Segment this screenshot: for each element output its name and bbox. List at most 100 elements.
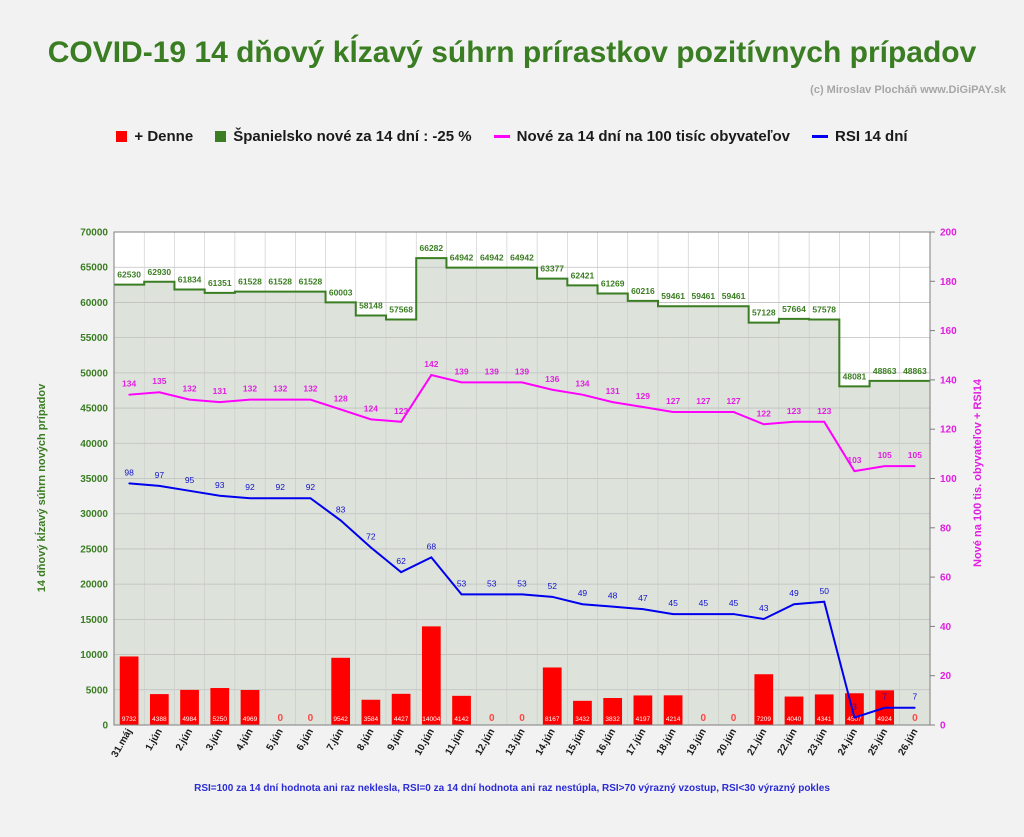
bar-daily: [119, 656, 139, 725]
point-rsi: [188, 490, 191, 492]
point-per100k: [158, 391, 161, 394]
data-label-rsi: 93: [215, 480, 225, 490]
y-tick-left: 70000: [80, 228, 108, 239]
point-per100k: [490, 381, 493, 384]
data-label-rsi: 7: [882, 692, 887, 702]
point-rsi: [883, 706, 886, 709]
legend-item-per100k: Nové za 14 dní na 100 tisíc obyvateľov: [493, 128, 790, 145]
bar-daily: [603, 698, 623, 725]
y-tick-left: 10000: [80, 650, 108, 661]
point-per100k: [823, 421, 826, 423]
bar-daily: [573, 700, 592, 725]
point-per100k: [914, 465, 916, 467]
point-rsi: [430, 556, 433, 559]
bar-label: 9732: [122, 716, 137, 723]
x-tick-label: 7.jún: [325, 727, 346, 753]
y-tick-right: 0: [940, 721, 946, 732]
data-label-per100k: 127: [666, 396, 680, 406]
x-tick-label: 15.jún: [564, 727, 588, 758]
x-tick-label: 23.jún: [806, 727, 830, 758]
data-label-rsi: 83: [336, 504, 346, 514]
data-label-rsi: 97: [155, 470, 165, 480]
data-label-rsi: 53: [487, 578, 497, 588]
data-label-14day-total: 57568: [389, 305, 413, 315]
x-tick-label: 18.jún: [655, 727, 679, 758]
x-tick-label: 25.jún: [866, 727, 890, 758]
x-tick-label: 11.jún: [443, 727, 467, 757]
bar-label: 0: [489, 713, 495, 724]
x-tick-label: 8.jún: [355, 727, 376, 753]
point-rsi: [249, 497, 251, 500]
bar-label: 0: [308, 713, 314, 724]
point-per100k: [309, 398, 312, 401]
line-14day-total: [114, 257, 930, 388]
point-per100k: [551, 388, 554, 391]
point-rsi: [400, 571, 402, 573]
bar-label: 4924: [877, 716, 892, 723]
x-tick-label: 20.jún: [715, 727, 739, 758]
data-label-14day-total: 57128: [752, 308, 776, 318]
data-label-14day-total: 64942: [450, 253, 474, 263]
data-label-14day-total: 61528: [238, 277, 262, 287]
bar-label: 4142: [454, 716, 469, 723]
bar-label: 4388: [152, 716, 167, 723]
data-label-per100k: 127: [696, 396, 710, 406]
legend-label-rsi: RSI 14 dní: [835, 128, 908, 145]
data-label-per100k: 132: [182, 384, 196, 394]
bar-label: 4984: [182, 716, 197, 723]
y-axis-title-right: Nové na 100 tis. obyvateľov + RSI14: [972, 379, 984, 567]
point-rsi: [490, 593, 493, 596]
data-label-rsi: 45: [668, 598, 678, 608]
data-label-per100k: 105: [908, 450, 922, 460]
y-tick-right: 120: [940, 425, 957, 436]
y-tick-right: 160: [940, 326, 957, 337]
data-label-14day-total: 60216: [631, 286, 655, 296]
data-label-14day-total: 62421: [571, 270, 595, 280]
y-tick-left: 45000: [80, 404, 108, 415]
data-label-14day-total: 64942: [510, 253, 534, 263]
data-label-14day-total: 48863: [903, 366, 927, 376]
data-label-14day-total: 59461: [661, 291, 685, 301]
point-per100k: [883, 465, 886, 467]
data-label-per100k: 131: [606, 386, 620, 396]
bar-label: 0: [731, 713, 737, 724]
data-label-per100k: 122: [757, 408, 771, 418]
legend-swatch-per100k: [493, 135, 510, 138]
x-tick-label: 4.jún: [234, 727, 255, 753]
y-tick-left: 0: [102, 721, 108, 732]
data-label-14day-total: 62530: [117, 270, 141, 280]
y-tick-left: 35000: [80, 474, 108, 485]
data-label-per100k: 105: [878, 450, 892, 460]
bar-label: 3432: [575, 716, 590, 723]
bar-label: 5250: [213, 716, 228, 723]
data-label-14day-total: 61834: [178, 275, 202, 285]
data-label-14day-total: 61351: [208, 278, 232, 288]
x-tick-label: 2.jún: [174, 727, 195, 753]
data-label-per100k: 134: [575, 379, 589, 389]
point-rsi: [460, 593, 463, 596]
bar-daily: [240, 690, 260, 725]
bar-label: 4507: [847, 716, 862, 723]
x-tick-label: 24.jún: [836, 727, 860, 758]
y-tick-left: 60000: [80, 298, 108, 309]
data-label-rsi: 45: [729, 598, 739, 608]
data-label-per100k: 123: [394, 406, 408, 416]
y-tick-left: 15000: [80, 615, 108, 626]
data-label-per100k: 103: [847, 455, 861, 465]
legend-swatch-14day-total: [215, 131, 227, 142]
data-label-per100k: 129: [636, 391, 650, 401]
bar-daily: [331, 657, 351, 725]
data-label-rsi: 52: [547, 581, 557, 591]
data-label-per100k: 139: [454, 366, 468, 376]
data-label-rsi: 48: [608, 591, 618, 601]
bar-label: 7209: [757, 716, 772, 723]
point-per100k: [793, 421, 795, 423]
x-tick-label: 3.jún: [204, 727, 225, 753]
bar-daily: [421, 626, 441, 725]
data-label-per100k: 134: [122, 379, 136, 389]
data-label-14day-total: 57578: [812, 304, 836, 314]
bar-daily: [361, 699, 381, 725]
point-rsi: [158, 485, 161, 487]
bar-daily: [633, 695, 653, 725]
bar-label: 9542: [333, 716, 348, 723]
